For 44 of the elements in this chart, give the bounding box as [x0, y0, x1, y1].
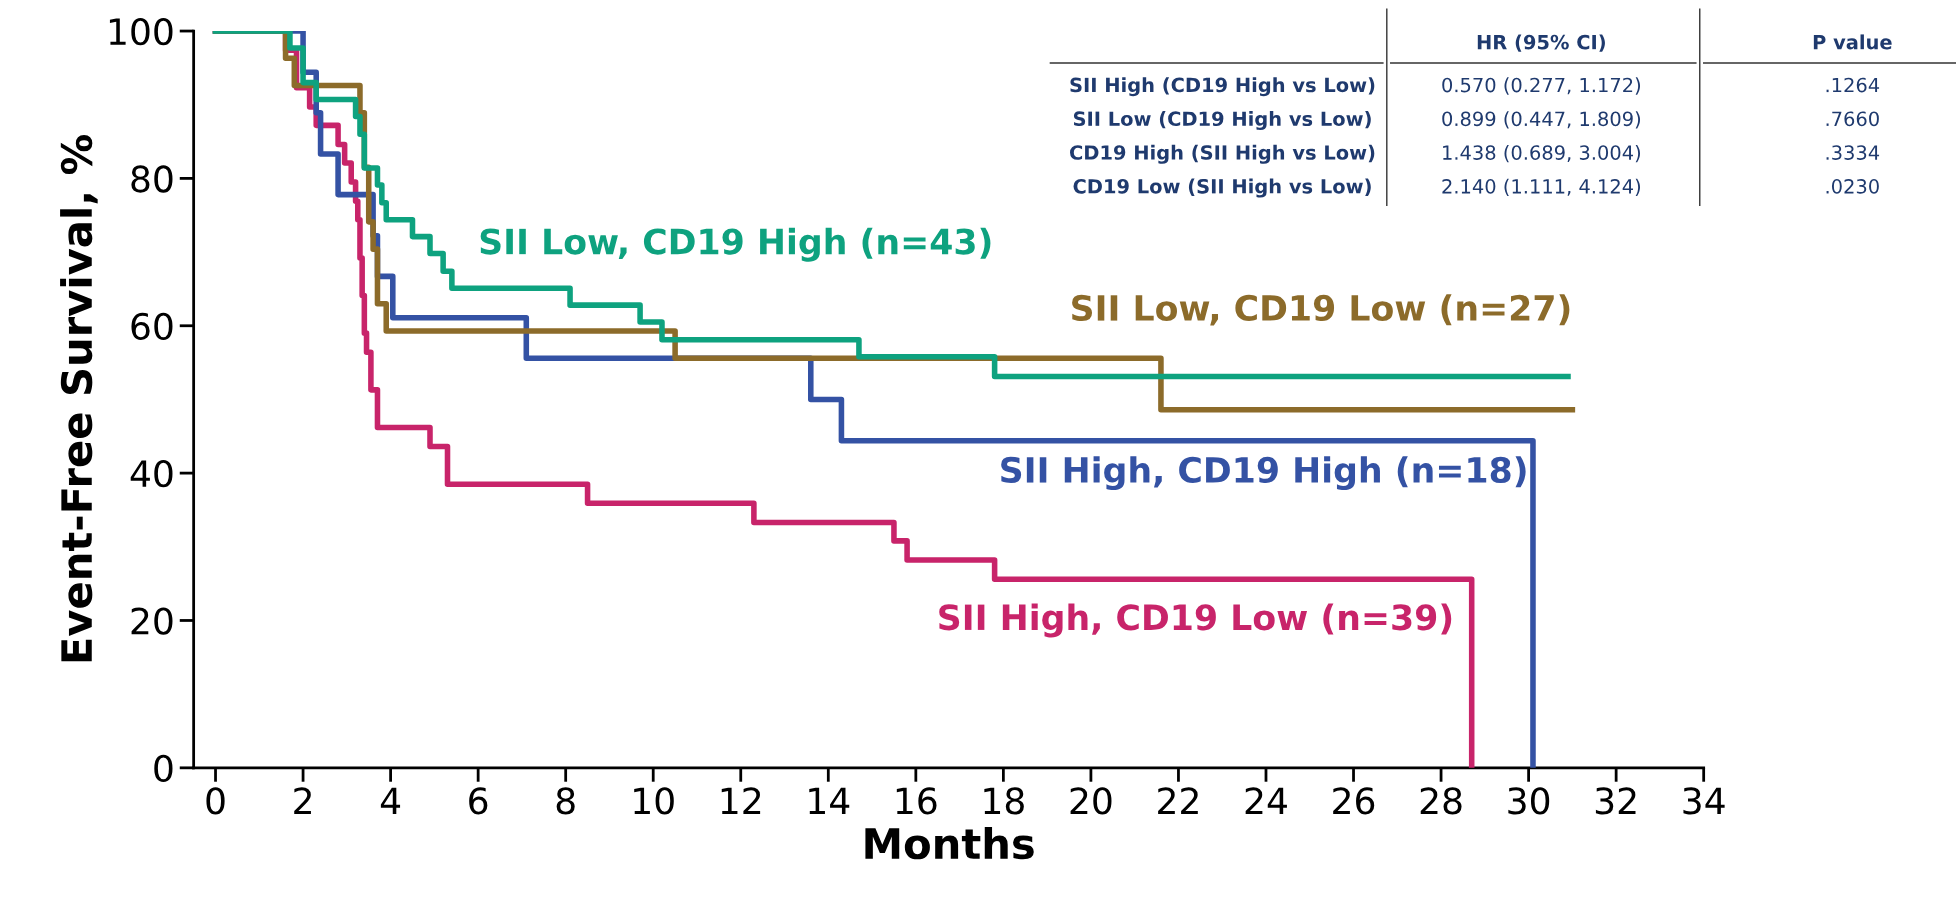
annotation: HR (95% CI): [1477, 34, 1605, 52]
x-tick-label: 24: [1245, 787, 1287, 815]
annotation: 0.570 (0.277, 1.172): [1442, 77, 1641, 95]
y-axis-title: Event-Free Survival, %: [60, 135, 98, 662]
x-tick-label: 0: [206, 787, 225, 815]
x-tick-label: 6: [469, 787, 488, 815]
series-label: SII Low, CD19 Low (n=27): [1072, 294, 1570, 326]
series-label: SII High, CD19 Low (n=39): [939, 603, 1452, 638]
annotation: CD19 Low (SII High vs Low): [1073, 178, 1371, 198]
text: .7660: [1826, 111, 1879, 127]
y-tick-label: 80: [131, 165, 173, 193]
y-tick-label: 60: [131, 312, 173, 340]
y-tick-label: 40: [130, 460, 173, 488]
text: P value: [1813, 34, 1892, 50]
x-tick-label: 34: [1683, 787, 1725, 815]
text: .1264: [1826, 77, 1880, 93]
text: .3334: [1826, 145, 1880, 160]
y-tick-label: 0: [154, 754, 173, 783]
annotation: SII Low (CD19 High vs Low): [1073, 111, 1371, 130]
annotation: 1.438 (0.689, 3.004): [1443, 144, 1641, 163]
x-tick-label: 16: [896, 787, 937, 815]
x-tick-label: 14: [809, 787, 850, 815]
x-tick-label: 26: [1333, 787, 1375, 815]
series-label: SII High, CD19 High (n=18): [1001, 456, 1526, 491]
text: .0230: [1826, 179, 1879, 194]
annotation: CD19 High (SII High vs Low): [1070, 144, 1375, 164]
x-tick-label: 2: [294, 787, 311, 815]
x-tick-label: 28: [1420, 787, 1462, 815]
x-axis-title: Months: [865, 827, 1034, 860]
y-tick-label: 20: [131, 607, 173, 635]
annotation: 0.899 (0.447, 1.809): [1442, 111, 1641, 129]
x-tick-label: 22: [1158, 787, 1198, 815]
x-tick-label: 8: [556, 787, 575, 815]
series-label: SII Low, CD19 High (n=43): [480, 227, 991, 262]
x-tick-label: 32: [1595, 787, 1636, 815]
x-tick-label: 30: [1508, 787, 1550, 815]
x-tick-label: 4: [380, 787, 401, 815]
x-tick-label: 10: [634, 787, 674, 815]
annotation: 2.140 (1.111, 4.124): [1442, 178, 1641, 197]
y-tick-label: 100: [109, 17, 173, 46]
x-tick-label: 20: [1070, 787, 1112, 815]
annotation: SII High (CD19 High vs Low): [1070, 77, 1375, 97]
x-tick-label: 18: [984, 787, 1024, 815]
x-tick-label: 12: [721, 787, 761, 815]
